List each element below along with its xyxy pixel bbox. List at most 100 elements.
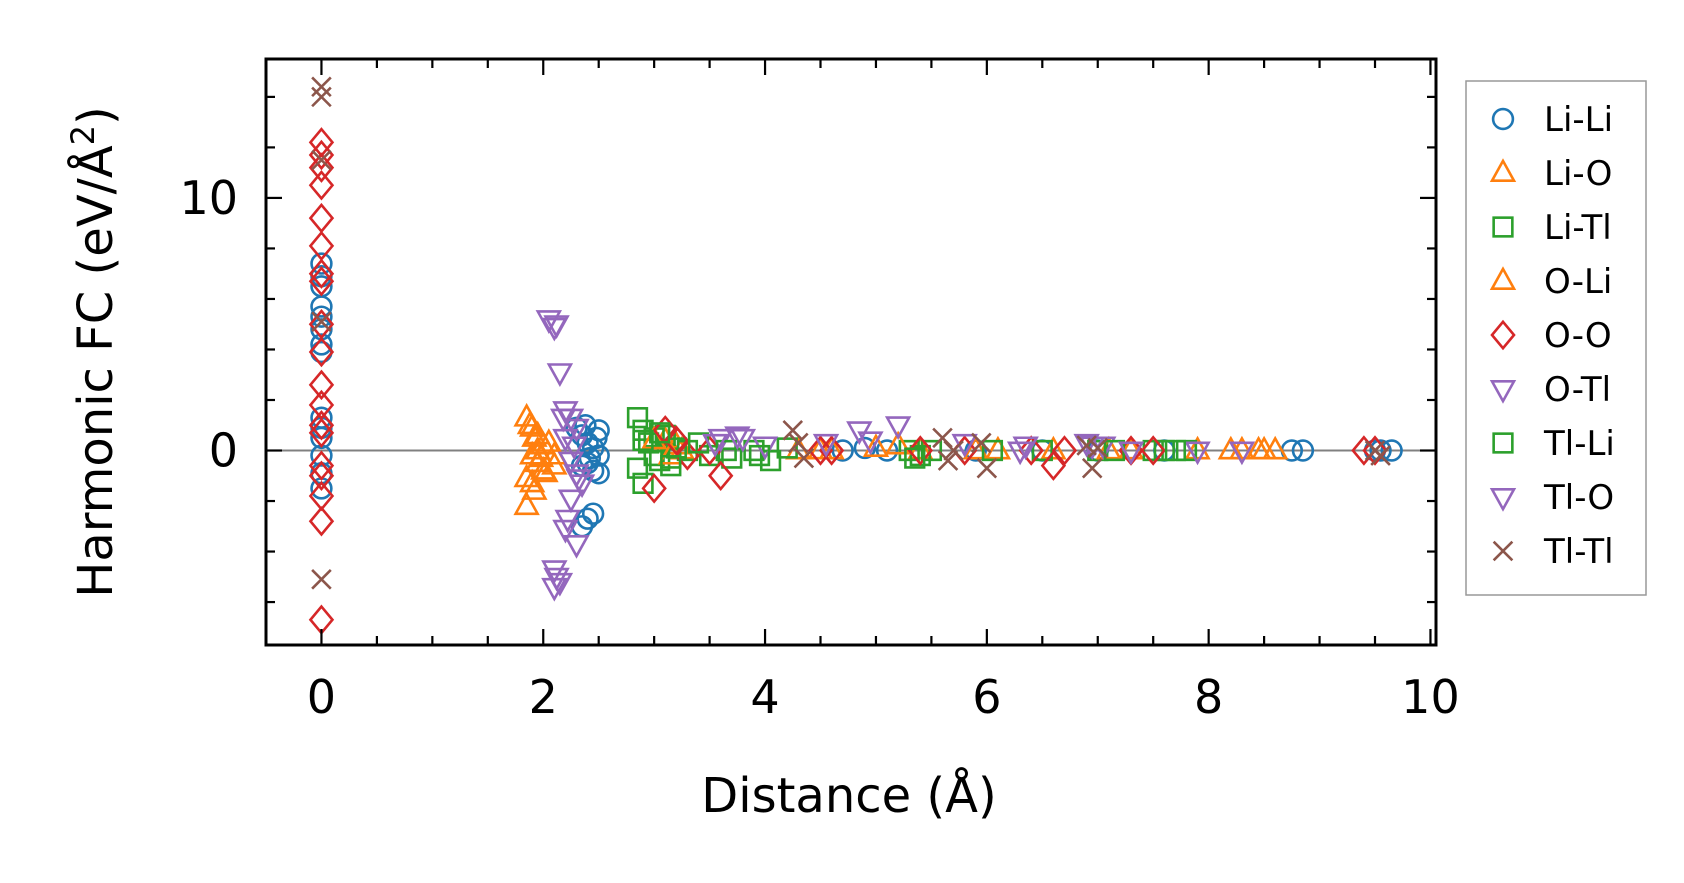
data-point (310, 252, 333, 275)
data-point (310, 305, 333, 328)
y-axis-label-superscript: 2 (64, 125, 102, 145)
data-point (701, 433, 729, 458)
data-point (907, 435, 934, 466)
series-tl-o (543, 315, 1145, 592)
data-point (884, 416, 912, 441)
data-point (904, 447, 926, 469)
data-point (1040, 435, 1067, 460)
x-tick-label: 4 (750, 670, 779, 724)
legend-item-tl-o: Tl-O (1489, 478, 1614, 518)
data-point (308, 450, 335, 481)
legend-label: O-Li (1544, 262, 1612, 302)
data-point (587, 444, 610, 467)
data-point (857, 431, 884, 456)
legend-marker (1490, 319, 1516, 351)
legend-label: O-O (1544, 316, 1612, 356)
legend-item-o-li: O-Li (1489, 262, 1612, 302)
y-tick-label: 0 (209, 424, 238, 478)
data-point (962, 435, 989, 460)
legend-marker (1489, 379, 1517, 404)
legend-label: Li-O (1544, 154, 1612, 194)
data-point (1018, 435, 1044, 466)
data-point (308, 417, 335, 449)
data-point (943, 440, 964, 461)
legend-item-li-li: Li-Li (1491, 100, 1613, 140)
data-point (724, 426, 751, 451)
data-point (311, 149, 332, 171)
legend-item-li-o: Li-O (1489, 154, 1612, 194)
data-point (308, 460, 335, 491)
data-point (875, 439, 899, 462)
x-tick-label: 8 (1194, 670, 1223, 724)
data-point (981, 439, 1004, 462)
data-point (649, 449, 671, 472)
frame-layer (264, 57, 1438, 647)
ticks-layer: 0 2 4 6 8 10 0 10 (179, 59, 1460, 724)
data-point (807, 435, 834, 460)
data-point (632, 472, 654, 494)
data-point (1081, 457, 1103, 479)
data-point (1228, 435, 1256, 460)
legend: Li-Li Li-O Li-Tl O-Li O-O O-Tl Tl-Li Tl-O Tl-Tl (1465, 80, 1647, 596)
data-point (561, 436, 588, 461)
data-point (626, 407, 649, 429)
data-point (552, 519, 579, 544)
data-point (641, 473, 667, 504)
legend-marker (1491, 107, 1515, 131)
data-point (581, 502, 605, 525)
legend-item-o-o: O-O (1490, 316, 1612, 356)
data-point (308, 139, 335, 171)
data-point (1153, 439, 1175, 462)
data-point (1291, 439, 1315, 462)
data-point (308, 369, 335, 401)
data-point (1006, 441, 1034, 466)
series-o-li (516, 410, 1278, 500)
legend-item-li-tl: Li-Tl (1492, 208, 1612, 248)
data-point (527, 443, 555, 468)
data-point (751, 436, 779, 461)
data-point (652, 415, 678, 446)
y-axis-label-main: Harmonic FC (eV/Å (67, 145, 124, 598)
legend-label: Tl-Tl (1543, 532, 1614, 572)
x-tick-label: 2 (529, 670, 558, 724)
data-point (626, 457, 649, 479)
legend-marker (1492, 216, 1514, 238)
data-point (853, 436, 877, 460)
data-point (565, 469, 592, 494)
legend-item-o-tl: O-Tl (1489, 370, 1611, 410)
data-point (862, 433, 890, 457)
data-point (311, 311, 332, 332)
data-point (1370, 445, 1391, 466)
legend-label: Li-Li (1544, 100, 1613, 140)
data-point (807, 435, 834, 466)
data-point (308, 506, 335, 537)
data-point (541, 577, 568, 602)
data-point (311, 569, 332, 590)
y-tick-label: 10 (179, 171, 238, 225)
x-tick-label: 0 (307, 670, 336, 724)
data-point (898, 439, 920, 462)
data-point (552, 428, 579, 453)
legend-item-tl-li: Tl-Li (1492, 424, 1615, 464)
data-point (574, 414, 597, 437)
data-point (971, 432, 992, 454)
x-axis-label: Distance (Å) (701, 767, 996, 824)
data-point (521, 423, 548, 447)
points-layer (308, 76, 1403, 635)
data-point (729, 428, 757, 453)
data-point (513, 463, 540, 488)
data-point (1369, 439, 1392, 462)
data-point (557, 489, 585, 514)
data-point (576, 507, 599, 530)
data-point (554, 509, 581, 534)
data-point (1164, 439, 1187, 462)
data-point (532, 458, 559, 483)
legend-box (1465, 80, 1647, 596)
data-point (937, 450, 959, 471)
data-point (563, 534, 590, 559)
x-tick-label: 10 (1401, 670, 1460, 724)
data-point (1362, 435, 1388, 466)
data-point (1051, 435, 1078, 466)
data-point (310, 295, 333, 318)
data-point (311, 86, 332, 108)
